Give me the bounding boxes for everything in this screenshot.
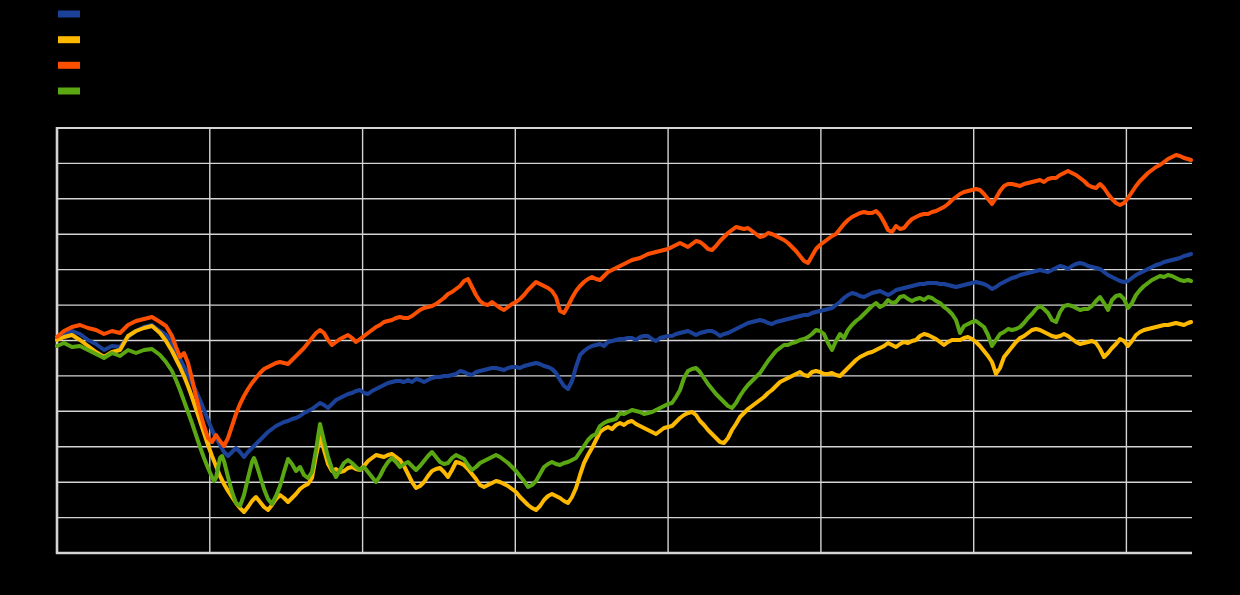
legend-swatch-2 bbox=[58, 36, 80, 43]
legend-swatch-3 bbox=[58, 62, 80, 69]
chart bbox=[0, 0, 1240, 595]
chart-background bbox=[0, 0, 1240, 595]
legend-swatch-1 bbox=[58, 11, 80, 18]
legend-swatch-4 bbox=[58, 88, 80, 95]
line-chart-svg bbox=[0, 0, 1240, 595]
